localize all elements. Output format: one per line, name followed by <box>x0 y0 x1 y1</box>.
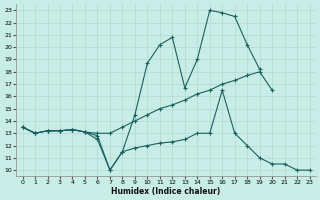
X-axis label: Humidex (Indice chaleur): Humidex (Indice chaleur) <box>111 187 221 196</box>
